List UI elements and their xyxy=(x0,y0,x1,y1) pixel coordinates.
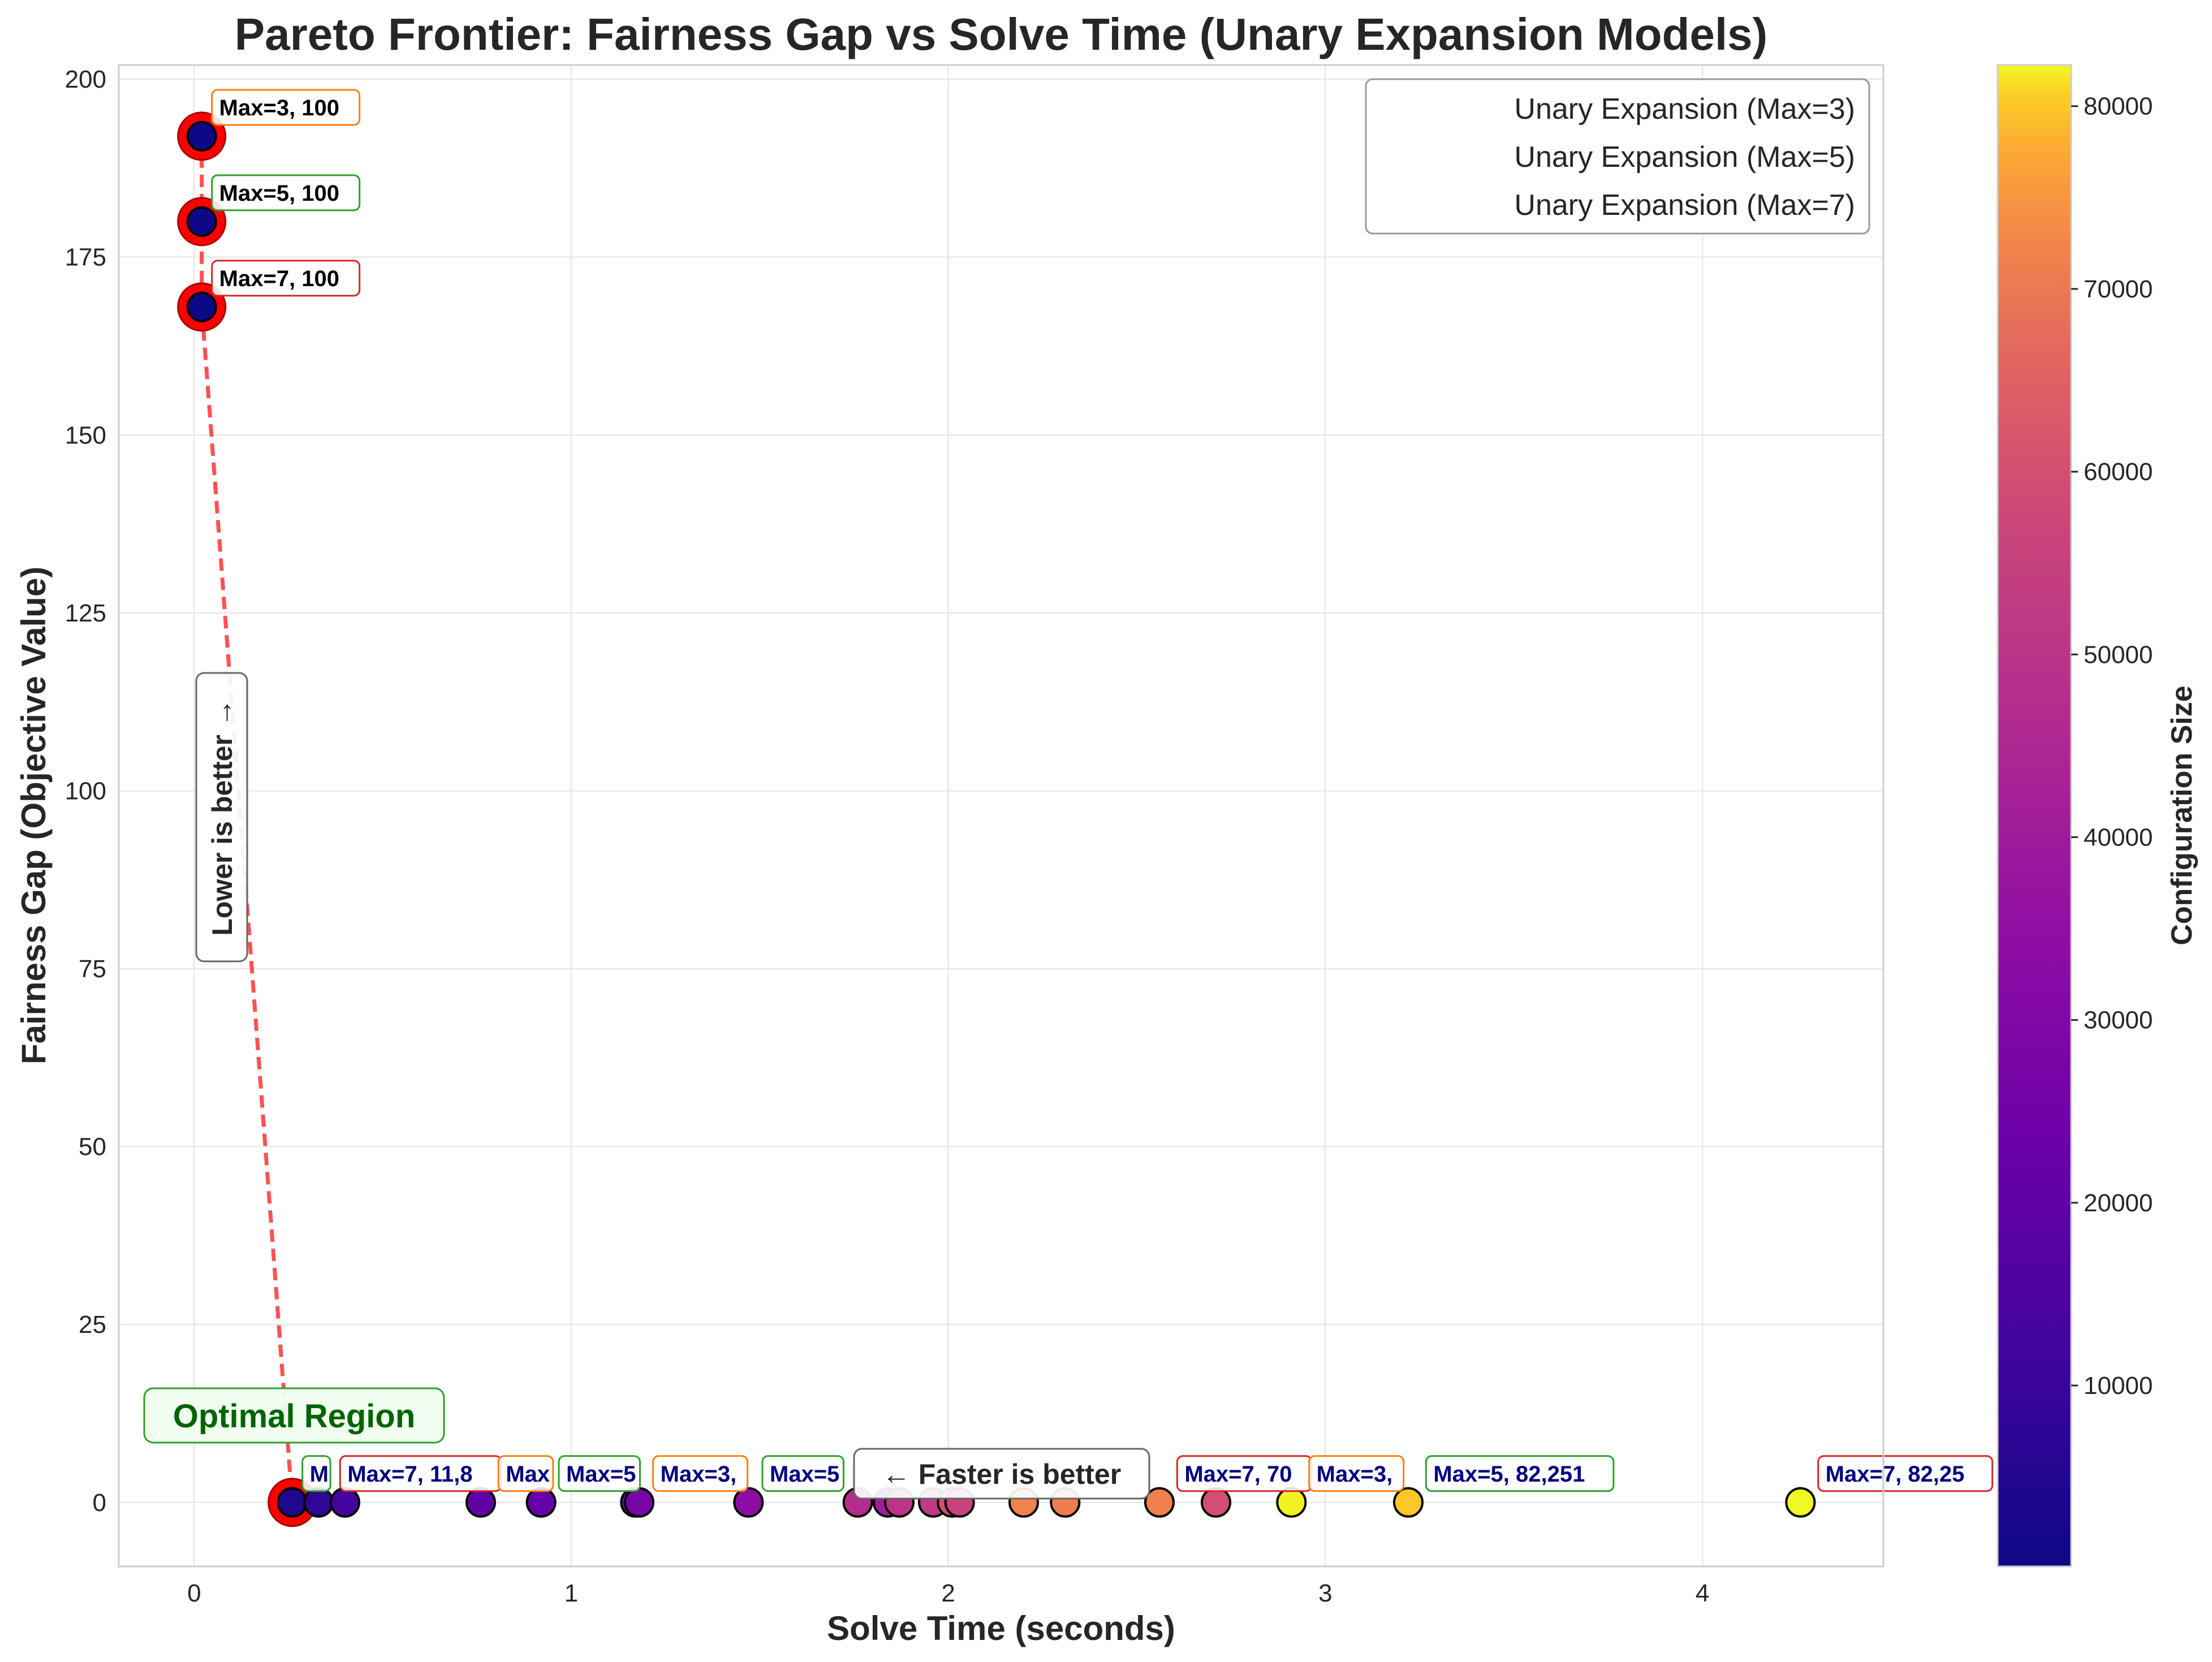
x-tick-label: 4 xyxy=(1696,1579,1709,1607)
axis-ticks: 0 1 2 3 4 0 25 50 75 100 125 150 175 200 xyxy=(65,66,1710,1607)
point-annotation: Max=7, 70 xyxy=(1176,1455,1313,1492)
data-point xyxy=(525,1487,557,1518)
optimal-region-box: Optimal Region xyxy=(143,1387,445,1444)
legend-entry-max5: Unary Expansion (Max=5) xyxy=(1514,141,1855,174)
data-point xyxy=(186,206,217,237)
legend-entry-max3: Unary Expansion (Max=3) xyxy=(1514,93,1855,126)
y-tick-label: 100 xyxy=(65,777,106,805)
annotation-box xyxy=(301,1455,331,1492)
data-point xyxy=(1785,1487,1816,1518)
colorbar-tick-label: 30000 xyxy=(2084,1007,2153,1034)
annotation-box xyxy=(1425,1455,1615,1492)
colorbar-gradient xyxy=(1997,64,2072,1568)
annotation-label: Max=7, 70 xyxy=(1184,1462,1292,1487)
point-annotation: Max=5 xyxy=(761,1455,844,1492)
colorbar: 10000 20000 30000 40000 50000 60000 70000 80000… xyxy=(1997,64,2198,1568)
annotation-box xyxy=(1817,1455,1994,1492)
annotation-label: M xyxy=(310,1462,329,1487)
x-tick-label: 2 xyxy=(941,1579,955,1607)
colorbar-tick-label: 80000 xyxy=(2084,93,2153,120)
annotation-label: Max xyxy=(506,1462,550,1487)
x-tick-label: 3 xyxy=(1318,1579,1332,1607)
annotation-box xyxy=(211,89,361,126)
colorbar-tick-label: 50000 xyxy=(2084,641,2153,668)
annotation-label: Max=7, 100 xyxy=(219,266,339,291)
point-annotation: Max=5 xyxy=(558,1455,641,1492)
x-tick-label: 0 xyxy=(187,1579,201,1607)
annotation-label: Max=5, 82,251 xyxy=(1433,1462,1585,1487)
point-annotation: Max=3, xyxy=(1308,1455,1405,1492)
data-point xyxy=(1276,1487,1307,1518)
data-point xyxy=(624,1487,654,1518)
x-axis-label: Solve Time (seconds) xyxy=(827,1609,1175,1647)
data-point xyxy=(733,1487,764,1518)
plot-area xyxy=(119,65,1883,1566)
optimal-region-label: Optimal Region xyxy=(173,1398,416,1435)
legend: Unary Expansion (Max=3) Unary Expansion … xyxy=(1365,78,1870,235)
annotation-label: Max=5 xyxy=(566,1462,636,1487)
point-annotation: Max=7, 100 xyxy=(211,260,361,297)
annotation-label: Max=7, 11,8 xyxy=(347,1462,472,1487)
colorbar-label: Configuration Size xyxy=(2166,685,2198,945)
annotation-box xyxy=(211,260,361,297)
data-point xyxy=(186,291,217,322)
data-point xyxy=(277,1487,308,1518)
y-tick-label: 50 xyxy=(79,1133,106,1161)
annotation-label: Max=3, xyxy=(661,1462,737,1487)
data-point xyxy=(1393,1487,1424,1518)
legend-entry-max7: Unary Expansion (Max=7) xyxy=(1514,189,1855,222)
point-annotation: Max=3, 100 xyxy=(211,89,361,126)
colorbar-tick-label: 40000 xyxy=(2084,823,2153,851)
annotation-label: Max=7, 82,25 xyxy=(1826,1462,1965,1487)
plot-frame xyxy=(118,64,1885,1568)
data-point xyxy=(330,1487,360,1518)
y-tick-label: 75 xyxy=(79,955,106,983)
point-annotation: Max xyxy=(497,1455,554,1492)
y-tick-label: 200 xyxy=(65,66,106,93)
point-annotation: Max=5, 100 xyxy=(211,174,361,211)
y-axis-label: Fairness Gap (Objective Value) xyxy=(15,567,53,1064)
point-annotation: Max=3, xyxy=(652,1455,749,1492)
annotation-box xyxy=(558,1455,641,1492)
legend-frame xyxy=(1365,78,1870,235)
data-point xyxy=(465,1487,496,1518)
faster-is-better-label: ← Faster is better xyxy=(882,1458,1121,1490)
x-tick-label: 1 xyxy=(564,1579,578,1607)
grid xyxy=(119,65,1883,1566)
data-point xyxy=(186,120,217,152)
data-point xyxy=(1144,1487,1175,1518)
colorbar-tick-label: 10000 xyxy=(2084,1372,2153,1400)
annotation-box xyxy=(497,1455,554,1492)
y-tick-label: 125 xyxy=(65,599,106,627)
colorbar-tick-label: 60000 xyxy=(2084,458,2153,486)
y-tick-label: 25 xyxy=(79,1311,106,1339)
point-annotation: Max=5, 82,251 xyxy=(1425,1455,1615,1492)
lower-is-better-label: Lower is better → xyxy=(206,698,238,936)
y-tick-label: 150 xyxy=(65,421,106,449)
annotation-box xyxy=(211,174,361,211)
lower-is-better-box: Lower is better → xyxy=(195,672,248,962)
colorbar-tick-label: 20000 xyxy=(2084,1189,2153,1217)
data-point xyxy=(1201,1487,1231,1518)
faster-is-better-box: ← Faster is better xyxy=(853,1448,1150,1500)
point-annotation: M xyxy=(301,1455,331,1492)
point-annotations: Max=3, 100 Max=5, 100 Max=7, 100 M Max=7, 11… xyxy=(211,89,1994,1492)
annotation-label: Max=5 xyxy=(770,1462,839,1487)
annotation-label: Max=5, 100 xyxy=(219,181,339,206)
colorbar-ticks: 10000 20000 30000 40000 50000 60000 70000 80000 xyxy=(2071,93,2153,1400)
point-annotation: Max=7, 82,25 xyxy=(1817,1455,1994,1492)
data-point xyxy=(303,1487,334,1518)
point-annotation: Max=7, 11,8 xyxy=(339,1455,502,1492)
annotation-box xyxy=(761,1455,844,1492)
annotation-box xyxy=(1308,1455,1405,1492)
y-tick-label: 0 xyxy=(93,1489,106,1517)
annotation-box xyxy=(652,1455,749,1492)
chart-title: Pareto Frontier: Fairness Gap vs Solve T… xyxy=(235,9,1767,59)
y-tick-label: 175 xyxy=(65,244,106,271)
colorbar-tick-label: 70000 xyxy=(2084,275,2153,303)
annotation-label: Max=3, 100 xyxy=(219,96,339,120)
annotation-label: Max=3, xyxy=(1317,1462,1393,1487)
